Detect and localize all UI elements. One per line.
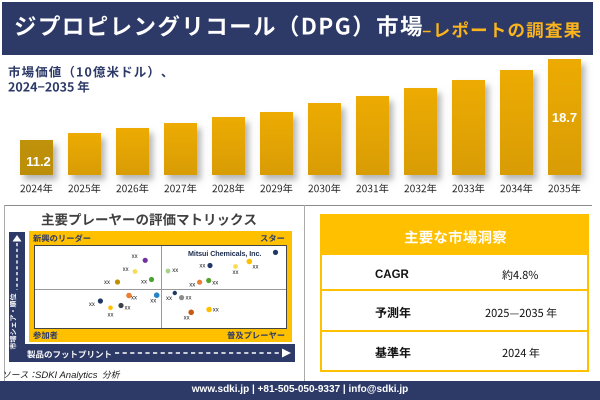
svg-text:xx: xx [108, 312, 114, 318]
svg-text:xx: xx [89, 302, 95, 308]
svg-text:xx: xx [213, 307, 219, 313]
svg-text:xx: xx [132, 254, 138, 260]
svg-text:xx: xx [212, 280, 218, 286]
svg-text:xx: xx [184, 315, 190, 321]
svg-text:xx: xx [199, 263, 205, 269]
svg-text:xx: xx [172, 268, 178, 274]
svg-text:xx: xx [141, 280, 147, 286]
svg-text:xx: xx [233, 270, 239, 276]
svg-text:xx: xx [186, 296, 192, 302]
svg-text:xx: xx [131, 295, 137, 301]
svg-text:xx: xx [123, 267, 129, 273]
svg-text:xx: xx [166, 296, 172, 302]
svg-text:xx: xx [125, 305, 131, 311]
svg-text:xx: xx [189, 282, 195, 288]
svg-text:xx: xx [150, 298, 156, 304]
svg-text:xx: xx [104, 280, 110, 286]
svg-text:xx: xx [253, 264, 259, 270]
